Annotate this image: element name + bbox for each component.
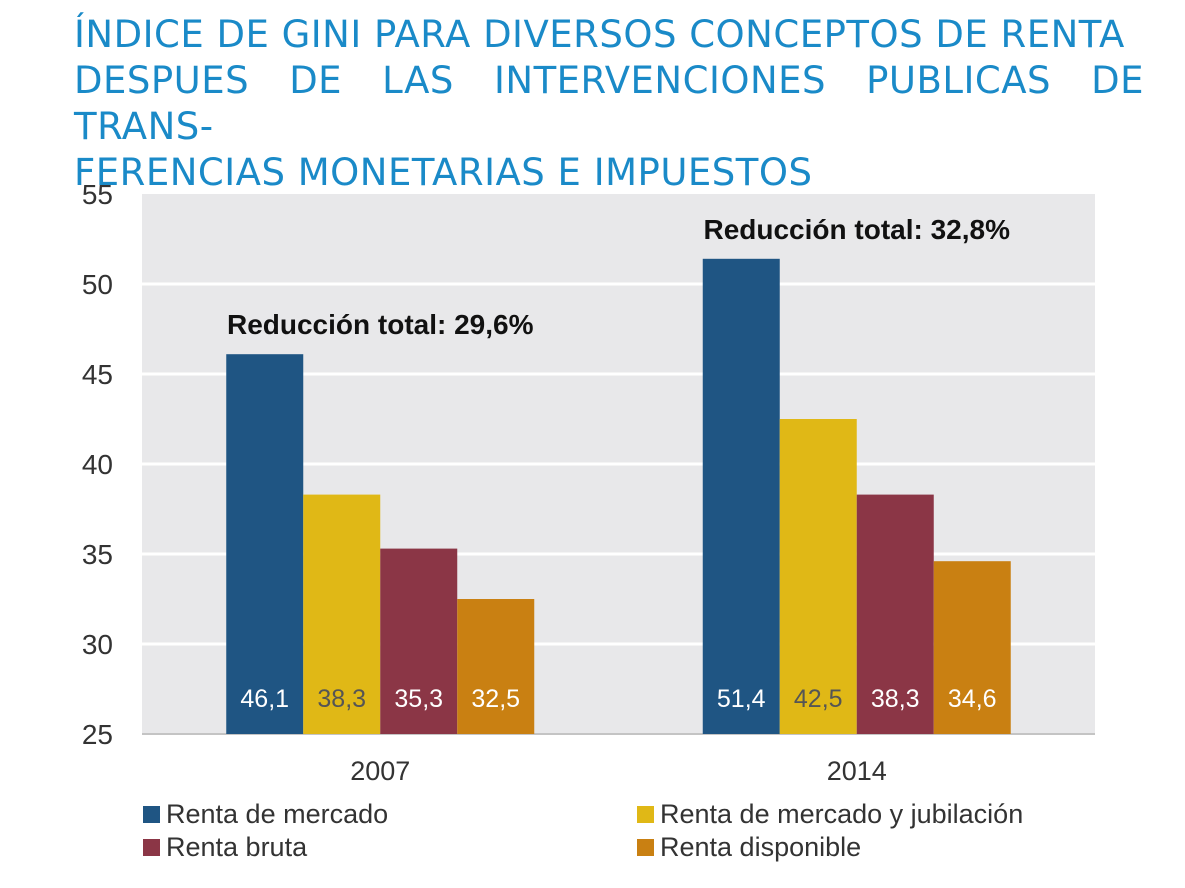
bar-2007-4 (457, 599, 535, 734)
bar-2014-3 (856, 494, 934, 734)
chart-title: ÍNDICE DE GINI PARA DIVERSOS CONCEPTOS D… (74, 12, 1144, 196)
data-label-2014-2: 42,5 (794, 685, 843, 713)
data-label-2014-3: 38,3 (871, 685, 920, 713)
data-label-2014-4: 34,6 (948, 685, 997, 713)
bar-2014-4 (933, 561, 1011, 734)
legend-item-1: Renta de mercado (143, 799, 388, 830)
y-tick-label-50: 50 (82, 269, 113, 300)
annotation-2007: Reducción total: 29,6% (227, 309, 534, 340)
legend-swatch-3 (143, 839, 160, 856)
bar-2014-1 (702, 258, 780, 734)
data-label-2007-4: 32,5 (471, 685, 520, 713)
y-tick-label-35: 35 (82, 539, 113, 570)
y-tick-label-25: 25 (82, 719, 113, 750)
chart-title-line-2: DESPUES DE LAS INTERVENCIONES PUBLICAS D… (74, 59, 1144, 148)
legend-label-4: Renta disponible (660, 832, 862, 862)
y-tick-label-40: 40 (82, 449, 113, 480)
bar-2007-2 (303, 494, 381, 734)
data-label-2014-1: 51,4 (717, 685, 766, 713)
legend-label-2: Renta de mercado y jubilación (660, 799, 1024, 829)
annotations: Reducción total: 29,6% Reducción total: 3… (227, 214, 1010, 340)
legend-label-1: Renta de mercado (166, 799, 389, 829)
bars (226, 258, 1011, 734)
bar-2014-2 (779, 419, 857, 734)
annotation-2014: Reducción total: 32,8% (703, 214, 1010, 245)
bar-2007-1 (226, 354, 304, 734)
y-tick-label-55: 55 (82, 179, 113, 210)
legend-swatch-4 (637, 839, 654, 856)
x-tick-label-2014: 2014 (827, 756, 887, 786)
chart-title-line-1: ÍNDICE DE GINI PARA DIVERSOS CONCEPTOS D… (74, 13, 1125, 56)
legend-swatch-1 (143, 806, 160, 823)
y-tick-label-45: 45 (82, 359, 113, 390)
legend-item-4: Renta disponible (637, 832, 861, 863)
legend-item-3: Renta bruta (143, 832, 307, 863)
x-tick-label-2007: 2007 (350, 756, 410, 786)
data-label-2007-3: 35,3 (394, 685, 443, 713)
data-label-2007-2: 38,3 (317, 685, 366, 713)
legend-label-3: Renta bruta (166, 832, 308, 862)
data-label-2007-1: 46,1 (240, 685, 289, 713)
data-labels: 46,1 38,3 35,3 32,5 51,4 42,5 38,3 34,6 (240, 685, 996, 713)
bar-2007-3 (380, 548, 458, 734)
chart-title-line-3: FERENCIAS MONETARIAS E IMPUESTOS (74, 151, 813, 194)
legend-swatch-2 (637, 806, 654, 823)
y-tick-label-30: 30 (82, 629, 113, 660)
x-axis: 2007 2014 (350, 756, 887, 786)
legend-item-2: Renta de mercado y jubilación (637, 799, 1023, 830)
